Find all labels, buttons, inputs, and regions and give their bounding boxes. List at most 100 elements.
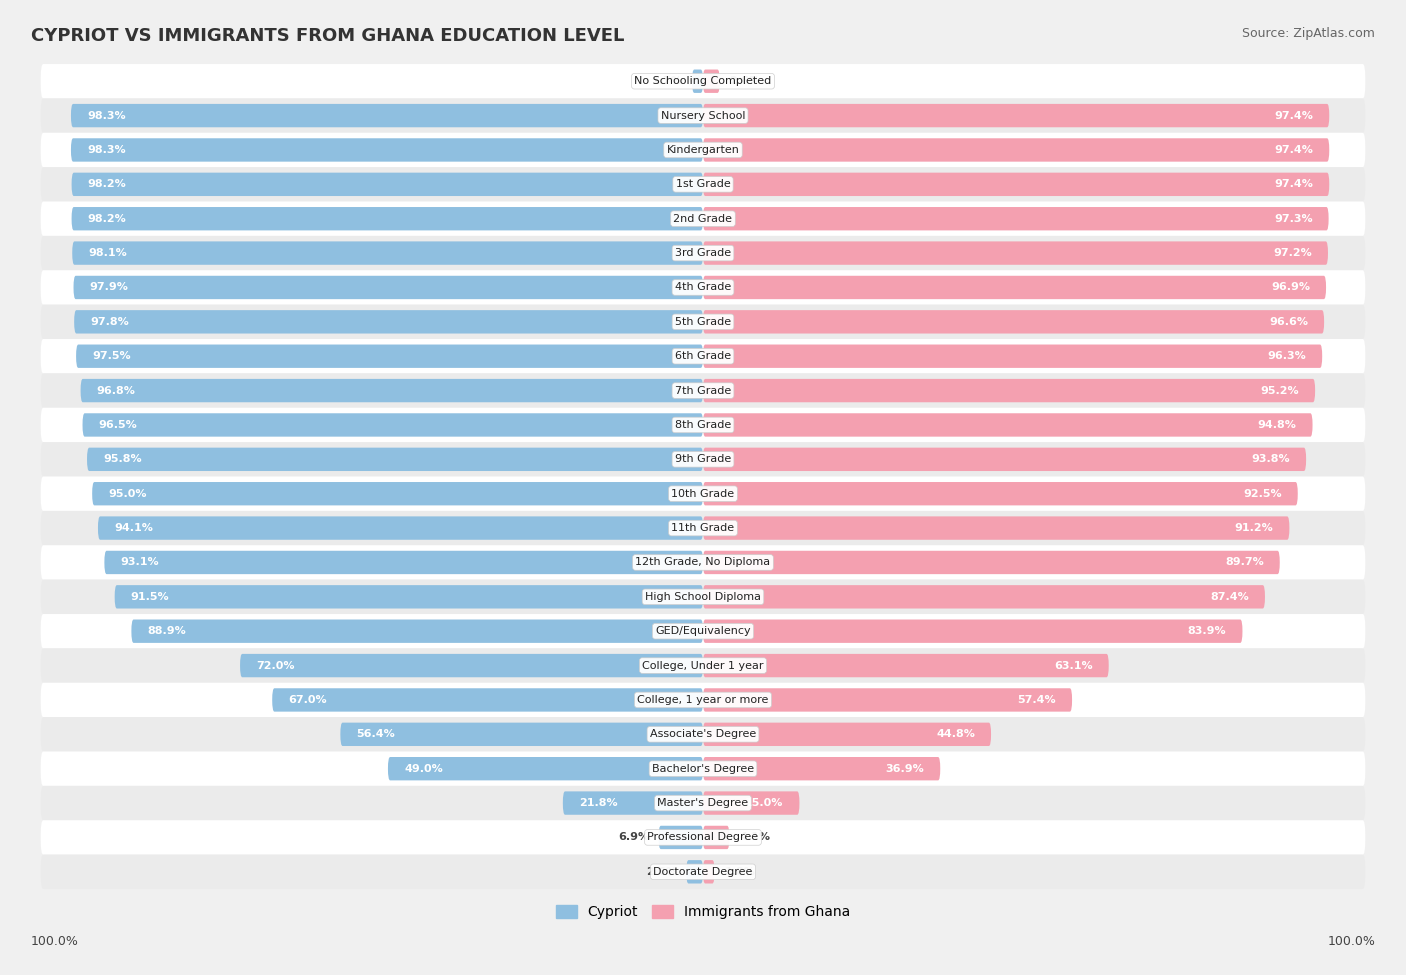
Text: 97.4%: 97.4% (1274, 145, 1313, 155)
Text: 100.0%: 100.0% (31, 935, 79, 948)
FancyBboxPatch shape (41, 786, 1365, 820)
FancyBboxPatch shape (562, 792, 703, 815)
FancyBboxPatch shape (41, 682, 1365, 718)
Text: High School Diploma: High School Diploma (645, 592, 761, 602)
FancyBboxPatch shape (41, 580, 1365, 614)
FancyBboxPatch shape (703, 826, 730, 849)
Text: College, Under 1 year: College, Under 1 year (643, 661, 763, 671)
Text: 36.9%: 36.9% (886, 763, 924, 774)
Text: 96.6%: 96.6% (1270, 317, 1308, 327)
FancyBboxPatch shape (703, 792, 800, 815)
Text: 91.5%: 91.5% (131, 592, 169, 602)
FancyBboxPatch shape (75, 310, 703, 333)
Text: 100.0%: 100.0% (1327, 935, 1375, 948)
FancyBboxPatch shape (72, 242, 703, 265)
FancyBboxPatch shape (240, 654, 703, 678)
Text: 6th Grade: 6th Grade (675, 351, 731, 361)
FancyBboxPatch shape (41, 133, 1365, 167)
FancyBboxPatch shape (131, 619, 703, 643)
FancyBboxPatch shape (692, 69, 703, 93)
Text: 57.4%: 57.4% (1018, 695, 1056, 705)
FancyBboxPatch shape (41, 752, 1365, 786)
Text: Kindergarten: Kindergarten (666, 145, 740, 155)
FancyBboxPatch shape (93, 482, 703, 505)
FancyBboxPatch shape (41, 614, 1365, 648)
FancyBboxPatch shape (41, 98, 1365, 133)
FancyBboxPatch shape (72, 207, 703, 230)
Text: 98.3%: 98.3% (87, 110, 125, 121)
Text: Associate's Degree: Associate's Degree (650, 729, 756, 739)
FancyBboxPatch shape (703, 517, 1289, 540)
Text: Bachelor's Degree: Bachelor's Degree (652, 763, 754, 774)
Text: 2.6%: 2.6% (730, 76, 761, 86)
Text: 96.3%: 96.3% (1267, 351, 1306, 361)
FancyBboxPatch shape (41, 545, 1365, 580)
FancyBboxPatch shape (41, 339, 1365, 373)
Text: No Schooling Completed: No Schooling Completed (634, 76, 772, 86)
FancyBboxPatch shape (703, 310, 1324, 333)
Text: 1st Grade: 1st Grade (676, 179, 730, 189)
Text: 97.2%: 97.2% (1274, 248, 1312, 258)
Text: 11th Grade: 11th Grade (672, 523, 734, 533)
FancyBboxPatch shape (70, 104, 703, 128)
FancyBboxPatch shape (703, 379, 1315, 403)
Text: 6.9%: 6.9% (617, 833, 650, 842)
FancyBboxPatch shape (340, 722, 703, 746)
Text: Source: ZipAtlas.com: Source: ZipAtlas.com (1241, 27, 1375, 40)
Text: 89.7%: 89.7% (1225, 558, 1264, 567)
Text: 97.4%: 97.4% (1274, 110, 1313, 121)
FancyBboxPatch shape (41, 511, 1365, 545)
FancyBboxPatch shape (703, 344, 1322, 368)
FancyBboxPatch shape (703, 860, 714, 883)
FancyBboxPatch shape (41, 855, 1365, 889)
FancyBboxPatch shape (41, 373, 1365, 408)
Text: 93.1%: 93.1% (121, 558, 159, 567)
FancyBboxPatch shape (658, 826, 703, 849)
Text: 4th Grade: 4th Grade (675, 283, 731, 292)
Text: Doctorate Degree: Doctorate Degree (654, 867, 752, 877)
Text: 2nd Grade: 2nd Grade (673, 214, 733, 223)
Text: 96.5%: 96.5% (98, 420, 138, 430)
Text: 98.2%: 98.2% (87, 179, 127, 189)
Text: 95.0%: 95.0% (108, 488, 146, 498)
Text: 67.0%: 67.0% (288, 695, 328, 705)
Text: 97.9%: 97.9% (90, 283, 128, 292)
FancyBboxPatch shape (115, 585, 703, 608)
Text: 72.0%: 72.0% (256, 661, 295, 671)
FancyBboxPatch shape (41, 442, 1365, 477)
Text: 94.8%: 94.8% (1257, 420, 1296, 430)
FancyBboxPatch shape (73, 276, 703, 299)
Text: 97.5%: 97.5% (93, 351, 131, 361)
Text: 97.3%: 97.3% (1274, 214, 1313, 223)
Text: 2.6%: 2.6% (645, 867, 676, 877)
FancyBboxPatch shape (104, 551, 703, 574)
Text: 95.2%: 95.2% (1260, 385, 1299, 396)
FancyBboxPatch shape (703, 242, 1329, 265)
Text: 96.8%: 96.8% (97, 385, 135, 396)
FancyBboxPatch shape (703, 619, 1243, 643)
FancyBboxPatch shape (41, 167, 1365, 202)
FancyBboxPatch shape (41, 408, 1365, 442)
FancyBboxPatch shape (703, 276, 1326, 299)
FancyBboxPatch shape (703, 173, 1329, 196)
Text: 87.4%: 87.4% (1211, 592, 1249, 602)
Text: Master's Degree: Master's Degree (658, 799, 748, 808)
FancyBboxPatch shape (41, 648, 1365, 682)
FancyBboxPatch shape (703, 413, 1313, 437)
Text: 12th Grade, No Diploma: 12th Grade, No Diploma (636, 558, 770, 567)
Text: GED/Equivalency: GED/Equivalency (655, 626, 751, 637)
Text: 63.1%: 63.1% (1054, 661, 1092, 671)
Text: 10th Grade: 10th Grade (672, 488, 734, 498)
FancyBboxPatch shape (703, 757, 941, 780)
FancyBboxPatch shape (41, 477, 1365, 511)
Text: 98.1%: 98.1% (89, 248, 127, 258)
Text: 91.2%: 91.2% (1234, 523, 1274, 533)
FancyBboxPatch shape (703, 722, 991, 746)
FancyBboxPatch shape (703, 104, 1329, 128)
FancyBboxPatch shape (41, 236, 1365, 270)
Text: 98.2%: 98.2% (87, 214, 127, 223)
Text: 88.9%: 88.9% (148, 626, 186, 637)
Text: Professional Degree: Professional Degree (647, 833, 759, 842)
FancyBboxPatch shape (87, 448, 703, 471)
FancyBboxPatch shape (703, 207, 1329, 230)
